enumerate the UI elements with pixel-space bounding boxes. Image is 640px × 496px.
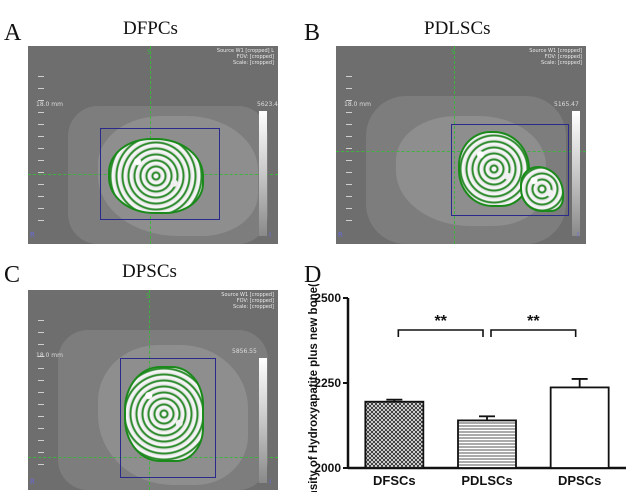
intensity-max-a: 5623.4	[257, 101, 278, 108]
chart-bars: DFSCs PDLSCs DPSCs	[364, 378, 610, 488]
roi-box-a	[100, 128, 220, 220]
y-axis-label: Density of Hydroxyapatite plus new bone(…	[308, 284, 320, 492]
significance-label: **	[527, 313, 540, 330]
y-tick-label: 2250	[314, 376, 341, 390]
marker-top-a: S	[147, 48, 152, 56]
mm-label-a: 18.0 mm	[36, 101, 63, 108]
ct-scan-c: Source W1 [cropped] FOV: [cropped] Scale…	[28, 290, 278, 490]
marker-left-a: R	[30, 231, 35, 239]
marker-left-c: R	[30, 478, 35, 486]
ct-scan-a: Source W1 [cropped] L FOV: [cropped] Sca…	[28, 46, 278, 244]
x-tick-label: PDLSCs	[461, 473, 512, 488]
marker-right-a: I	[269, 231, 272, 239]
mm-label-b: 18.0 mm	[344, 101, 371, 108]
mm-label-c: 18.0 mm	[36, 352, 63, 359]
panel-letter-b: B	[304, 20, 321, 46]
marker-right-c: I	[269, 478, 272, 486]
scale-label-a: Scale: [cropped]	[233, 60, 274, 66]
ct-scan-b: Source W1 [cropped] FOV: [cropped] Scale…	[336, 46, 586, 244]
significance-bracket	[490, 329, 577, 337]
bar-pdlscs	[457, 419, 517, 469]
graft-region-a	[108, 138, 204, 214]
panel-title-a: DFPCs	[123, 18, 178, 39]
marker-top-c: S	[146, 292, 151, 300]
intensity-scale-bar-c	[259, 358, 267, 483]
significance-label: **	[434, 313, 447, 330]
significance-brackets: ** **	[397, 313, 577, 337]
intensity-scale-bar-a	[259, 111, 267, 236]
panel-letter-c: C	[4, 262, 21, 288]
source-label-a: Source W1 [cropped] L	[216, 48, 274, 54]
x-tick-label: DPSCs	[558, 473, 601, 488]
roi-box-c	[120, 358, 216, 478]
roi-box-b	[451, 124, 569, 216]
panel-title-b: PDLSCs	[424, 18, 491, 39]
y-tick-label: 2000	[314, 461, 341, 475]
panel-letter-a: A	[4, 20, 22, 46]
graft-region-b-secondary	[520, 166, 564, 212]
intensity-max-c: 5856.55	[232, 348, 257, 355]
scale-label-b: Scale: [cropped]	[541, 60, 582, 66]
marker-top-b: S	[451, 48, 456, 56]
x-tick-label: DFSCs	[373, 473, 416, 488]
bar-chart: 2000 2250 2500 DFSCs PDLSCs DPSCs ** ** Densi…	[308, 284, 626, 492]
fov-label-c: FOV: [cropped]	[236, 298, 274, 304]
scale-label-c: Scale: [cropped]	[233, 304, 274, 310]
panel-letter-d: D	[304, 262, 322, 288]
source-label-b: Source W1 [cropped]	[529, 48, 582, 54]
marker-right-b: I	[577, 231, 580, 239]
intensity-scale-bar-b	[572, 111, 580, 236]
panel-title-c: DPSCs	[122, 261, 177, 282]
y-tick-label: 2500	[314, 291, 341, 305]
marker-left-b: R	[338, 231, 343, 239]
bar-dfscs	[364, 400, 425, 469]
graft-region-c	[124, 366, 204, 462]
significance-bracket	[397, 329, 484, 337]
source-label-c: Source W1 [cropped]	[221, 292, 274, 298]
fov-label-b: FOV: [cropped]	[544, 54, 582, 60]
intensity-max-b: 5165.47	[554, 101, 579, 108]
bar-dpscs	[549, 386, 610, 469]
graft-region-b	[458, 131, 530, 207]
fov-label-a: FOV: [cropped]	[236, 54, 274, 60]
